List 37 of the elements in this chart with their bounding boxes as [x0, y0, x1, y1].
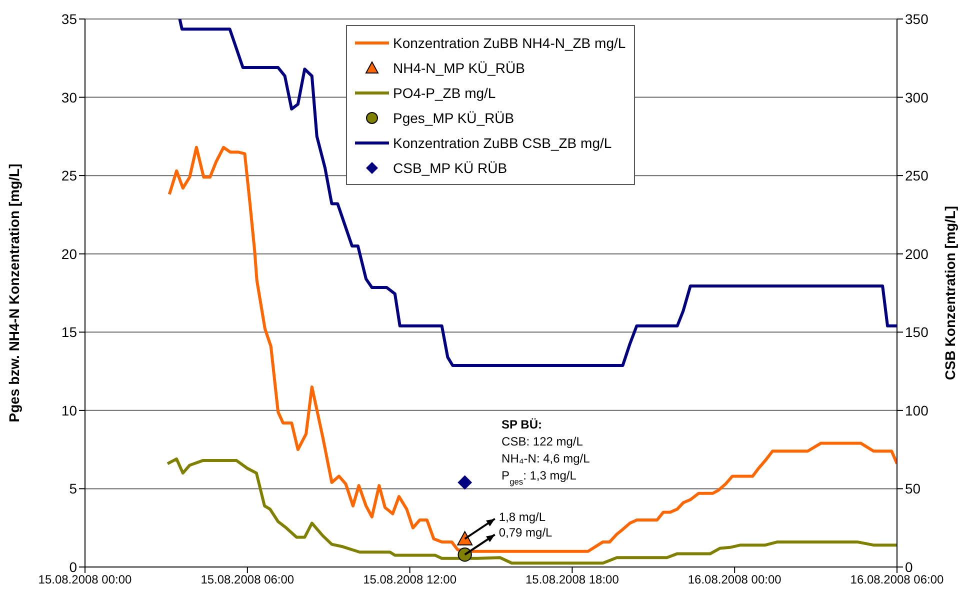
- y2-tick-label: 0: [905, 558, 913, 575]
- x-tick-label: 15.08.2008 12:00: [363, 572, 457, 587]
- y-axis-title: Pges bzw. NH4-N Konzentration [mg/L]: [6, 164, 22, 422]
- y-tick-label: 25: [61, 168, 78, 184]
- x-tick-label: 16.08.2008 00:00: [688, 572, 782, 587]
- legend-label: NH4-N_MP KÜ_RÜB: [393, 60, 525, 76]
- annotation: NH₄-N: 4,6 mg/L: [502, 452, 590, 466]
- legend-label: Konzentration ZuBB NH4-N_ZB mg/L: [393, 34, 626, 50]
- y-tick-label: 30: [61, 89, 78, 106]
- annotation: SP BÜ:: [502, 418, 542, 432]
- x-tick-label: 15.08.2008 00:00: [38, 572, 132, 587]
- y2-tick-label: 250: [905, 168, 929, 184]
- y-tick-label: 35: [61, 10, 78, 27]
- y2-tick-label: 350: [905, 10, 929, 27]
- annotation: CSB: 122 mg/L: [502, 434, 584, 449]
- x-tick-label: 15.08.2008 06:00: [200, 572, 294, 587]
- annotation: P$_{ges}$: 1,3 mg/L: [502, 468, 577, 487]
- y2-tick-label: 100: [905, 402, 929, 418]
- y2-tick-label: 50: [905, 480, 921, 497]
- y-tick-label: 5: [69, 480, 78, 497]
- y-tick-label: 15: [61, 324, 78, 340]
- y2-axis-title: CSB Konzentration [mg/L]: [942, 206, 958, 380]
- y-tick-label: 0: [69, 558, 78, 575]
- y2-tick-label: 300: [905, 89, 929, 106]
- legend-label: Konzentration ZuBB CSB_ZB mg/L: [393, 134, 612, 150]
- y-tick-label: 20: [61, 246, 78, 262]
- annotation: 1,8 mg/L: [498, 510, 546, 524]
- x-tick-label: 16.08.2008 06:00: [850, 572, 944, 587]
- x-tick-label: 15.08.2008 18:00: [525, 572, 620, 587]
- legend-label: CSB_MP KÜ RÜB: [393, 160, 508, 176]
- legend-label: Pges_MP KÜ_RÜB: [393, 110, 514, 126]
- y-tick-label: 10: [61, 402, 78, 418]
- y2-tick-label: 150: [905, 324, 929, 340]
- line-series: [178, 19, 897, 367]
- annotation: 0,79 mg/L: [498, 526, 553, 540]
- legend-label: PO4-P_ZB mg/L: [393, 84, 496, 100]
- y2-tick-label: 200: [905, 246, 929, 262]
